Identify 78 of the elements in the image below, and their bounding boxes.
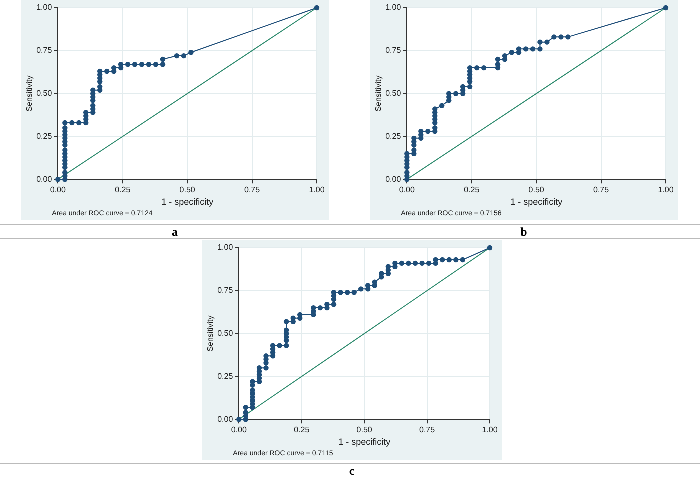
point (509, 50, 515, 56)
y-tick-label: 0.25 (218, 372, 234, 381)
point (181, 53, 187, 59)
x-tick-label: 0.00 (231, 426, 248, 435)
y-tick-label: 1.00 (386, 3, 402, 12)
x-tick-label: 0.25 (464, 186, 480, 195)
x-tick-label: 0.75 (420, 426, 436, 435)
x-axis-title: 1 - specificity (510, 197, 564, 208)
y-tick-label: 0.75 (218, 286, 234, 296)
point (467, 84, 473, 90)
x-tick-label: 0.75 (244, 186, 261, 195)
y-tick-label: 0.00 (386, 174, 402, 184)
y-tick-label: 1.00 (36, 3, 53, 12)
y-tick-label: 1.00 (218, 243, 234, 252)
text: c (348, 464, 356, 477)
text: b (520, 225, 528, 240)
point (314, 5, 320, 11)
point (62, 170, 68, 176)
point (90, 103, 96, 108)
point (188, 50, 194, 56)
point (160, 62, 166, 68)
point (125, 62, 131, 68)
point (139, 62, 145, 68)
x-tick-label: 0.00 (50, 186, 66, 195)
x-tick-label: 0.50 (180, 186, 196, 195)
point (440, 103, 445, 108)
y-tick-label: 0.50 (218, 329, 234, 338)
point (523, 46, 529, 52)
point (474, 65, 480, 71)
point (538, 40, 543, 45)
point (404, 170, 410, 176)
point (132, 62, 138, 68)
point (104, 68, 110, 74)
point (160, 56, 166, 62)
x-tick-label: 1.00 (482, 426, 498, 435)
point (90, 88, 96, 93)
x-axis-title: 1 - specificity (162, 197, 214, 208)
y-tick-label: 0.00 (36, 174, 53, 184)
point (495, 56, 501, 62)
x-tick-label: 0.75 (594, 186, 610, 195)
point (76, 120, 82, 126)
y-tick-label: 0.50 (36, 89, 53, 98)
point (453, 91, 459, 96)
point (544, 40, 550, 45)
point (566, 34, 571, 40)
x-tick-label: 1.00 (309, 186, 326, 195)
point (153, 62, 159, 68)
y-tick-label: 0.25 (386, 132, 402, 141)
x-tick-label: 0.50 (528, 186, 545, 195)
y-axis-title: Sensitivity (25, 76, 34, 112)
point (663, 5, 669, 11)
text: a (171, 225, 179, 240)
y-axis-title: Sensitivity (206, 316, 216, 352)
point (426, 128, 431, 134)
point (70, 120, 75, 126)
y-tick-label: 0.75 (36, 46, 53, 56)
x-tick-label: 0.50 (356, 426, 373, 435)
y-tick-label: 0.25 (36, 132, 53, 141)
point (538, 46, 543, 52)
x-axis-title: 1 - specificity (338, 437, 392, 448)
point (432, 106, 438, 112)
point (174, 53, 180, 59)
point (552, 34, 557, 40)
point (404, 151, 410, 156)
x-tick-label: 0.00 (399, 186, 416, 195)
point (530, 46, 536, 52)
x-tick-label: 1.00 (658, 186, 674, 195)
point (146, 62, 152, 68)
x-tick-label: 0.25 (294, 426, 310, 435)
point (446, 91, 452, 96)
y-axis-title: Sensitivity (374, 76, 384, 112)
point (558, 34, 564, 40)
y-tick-label: 0.50 (386, 89, 402, 98)
y-tick-label: 0.00 (218, 414, 234, 424)
y-tick-label: 0.75 (386, 46, 402, 56)
x-tick-label: 0.25 (115, 186, 132, 195)
point (481, 65, 487, 71)
point (62, 120, 68, 126)
